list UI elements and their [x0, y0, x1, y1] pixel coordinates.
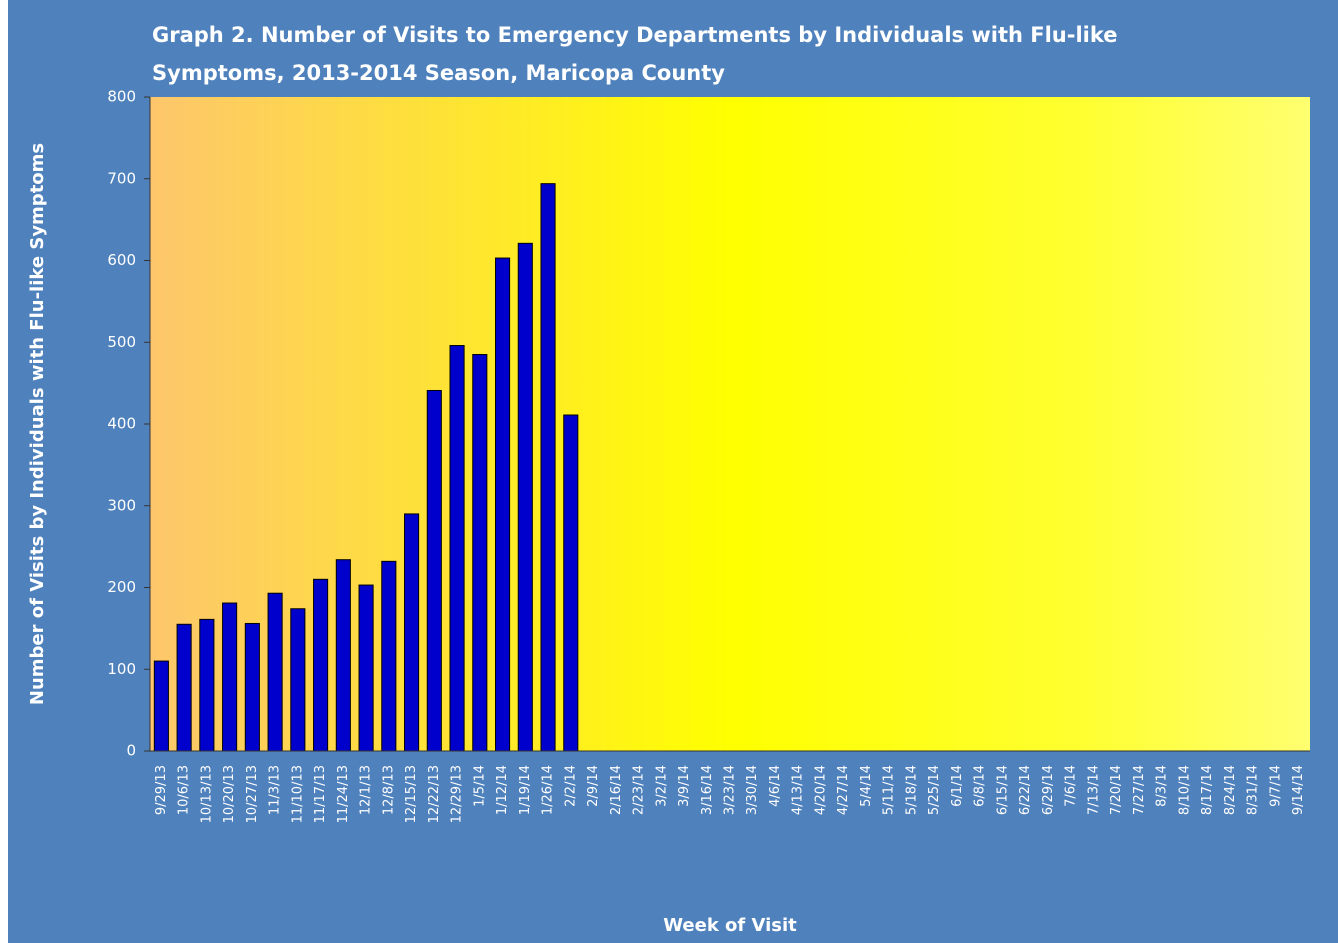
bar	[267, 592, 283, 752]
bar	[176, 623, 192, 752]
bar	[381, 560, 397, 752]
x-tick-label: 7/6/14	[1064, 765, 1079, 807]
bar	[153, 660, 169, 752]
y-tick-label: 800	[107, 88, 136, 106]
x-tick-label: 10/20/13	[222, 765, 237, 823]
y-tick-label: 100	[107, 660, 136, 678]
x-tick-label: 2/16/14	[609, 765, 624, 815]
x-tick-label: 6/8/14	[973, 765, 988, 807]
chart-title: Graph 2. Number of Visits to Emergency D…	[152, 23, 1118, 47]
x-tick-label: 8/17/14	[1200, 765, 1215, 815]
x-tick-label: 9/14/14	[1291, 765, 1306, 815]
x-tick-label: 5/18/14	[904, 765, 919, 815]
x-tick-label: 1/19/14	[518, 765, 533, 815]
x-tick-label: 5/4/14	[859, 765, 874, 807]
x-tick-label: 11/24/13	[336, 765, 351, 823]
y-tick-label: 700	[107, 169, 136, 187]
bar	[404, 513, 420, 752]
x-tick-label: 6/29/14	[1041, 765, 1056, 815]
x-tick-label: 10/13/13	[199, 765, 214, 823]
x-tick-label: 5/25/14	[927, 765, 942, 815]
x-tick-label: 5/11/14	[882, 765, 897, 815]
x-tick-label: 3/2/14	[654, 765, 669, 807]
x-tick-label: 1/5/14	[472, 765, 487, 807]
x-tick-label: 11/10/13	[290, 765, 305, 823]
bar	[494, 257, 511, 752]
x-tick-label: 4/20/14	[813, 765, 828, 815]
y-tick-label: 500	[107, 333, 136, 351]
bar	[335, 559, 351, 752]
bar	[426, 389, 442, 752]
x-tick-label: 6/1/14	[950, 765, 965, 807]
x-tick-label: 2/9/14	[586, 765, 601, 807]
x-tick-label: 8/24/14	[1223, 765, 1238, 815]
x-tick-label: 8/31/14	[1246, 765, 1261, 815]
x-tick-label: 2/2/14	[563, 765, 578, 807]
bar	[358, 584, 374, 752]
x-tick-label: 7/27/14	[1132, 765, 1147, 815]
y-tick-label: 400	[107, 415, 136, 433]
x-tick-label: 12/1/13	[359, 765, 374, 815]
x-tick-label: 3/23/14	[723, 765, 738, 815]
y-tick-label: 300	[107, 496, 136, 514]
x-tick-label: 10/6/13	[177, 765, 192, 815]
x-tick-label: 3/9/14	[677, 765, 692, 807]
x-tick-label: 6/22/14	[1018, 765, 1033, 815]
x-tick-label: 11/17/13	[313, 765, 328, 823]
bar	[449, 345, 465, 752]
bar	[313, 578, 329, 752]
x-tick-label: 7/13/14	[1086, 765, 1101, 815]
bar	[517, 242, 533, 752]
bar	[199, 618, 215, 752]
x-tick-label: 3/30/14	[745, 765, 760, 815]
bar	[472, 354, 488, 752]
x-tick-label: 12/29/13	[450, 765, 465, 823]
x-tick-label: 7/20/14	[1109, 765, 1124, 815]
x-tick-label: 11/3/13	[268, 765, 283, 815]
y-axis-title: Number of Visits by Individuals with Flu…	[27, 143, 48, 705]
x-tick-label: 12/8/13	[381, 765, 396, 815]
x-tick-label: 4/27/14	[836, 765, 851, 815]
y-tick-label: 200	[107, 578, 136, 596]
x-tick-label: 12/22/13	[427, 765, 442, 823]
x-tick-label: 10/27/13	[245, 765, 260, 823]
bar	[540, 183, 556, 752]
bar	[563, 414, 579, 752]
y-tick-label: 0	[126, 742, 136, 760]
x-tick-label: 6/15/14	[995, 765, 1010, 815]
x-tick-label: 2/23/14	[632, 765, 647, 815]
x-tick-label: 3/16/14	[700, 765, 715, 815]
x-tick-label: 9/7/14	[1268, 765, 1283, 807]
x-tick-label: 9/29/13	[154, 765, 169, 815]
x-tick-label: 4/13/14	[791, 765, 806, 815]
x-tick-label: 4/6/14	[768, 765, 783, 807]
x-axis-title: Week of Visit	[663, 915, 797, 936]
x-tick-label: 12/15/13	[404, 765, 419, 823]
y-tick-label: 600	[107, 251, 136, 269]
bar	[244, 622, 260, 752]
bar	[290, 608, 306, 752]
x-tick-label: 1/12/14	[495, 765, 510, 815]
x-tick-label: 1/26/14	[541, 765, 556, 815]
bar	[222, 602, 238, 752]
x-tick-label: 8/3/14	[1155, 765, 1170, 807]
chart-title: Symptoms, 2013-2014 Season, Maricopa Cou…	[152, 61, 725, 85]
x-tick-label: 8/10/14	[1177, 765, 1192, 815]
